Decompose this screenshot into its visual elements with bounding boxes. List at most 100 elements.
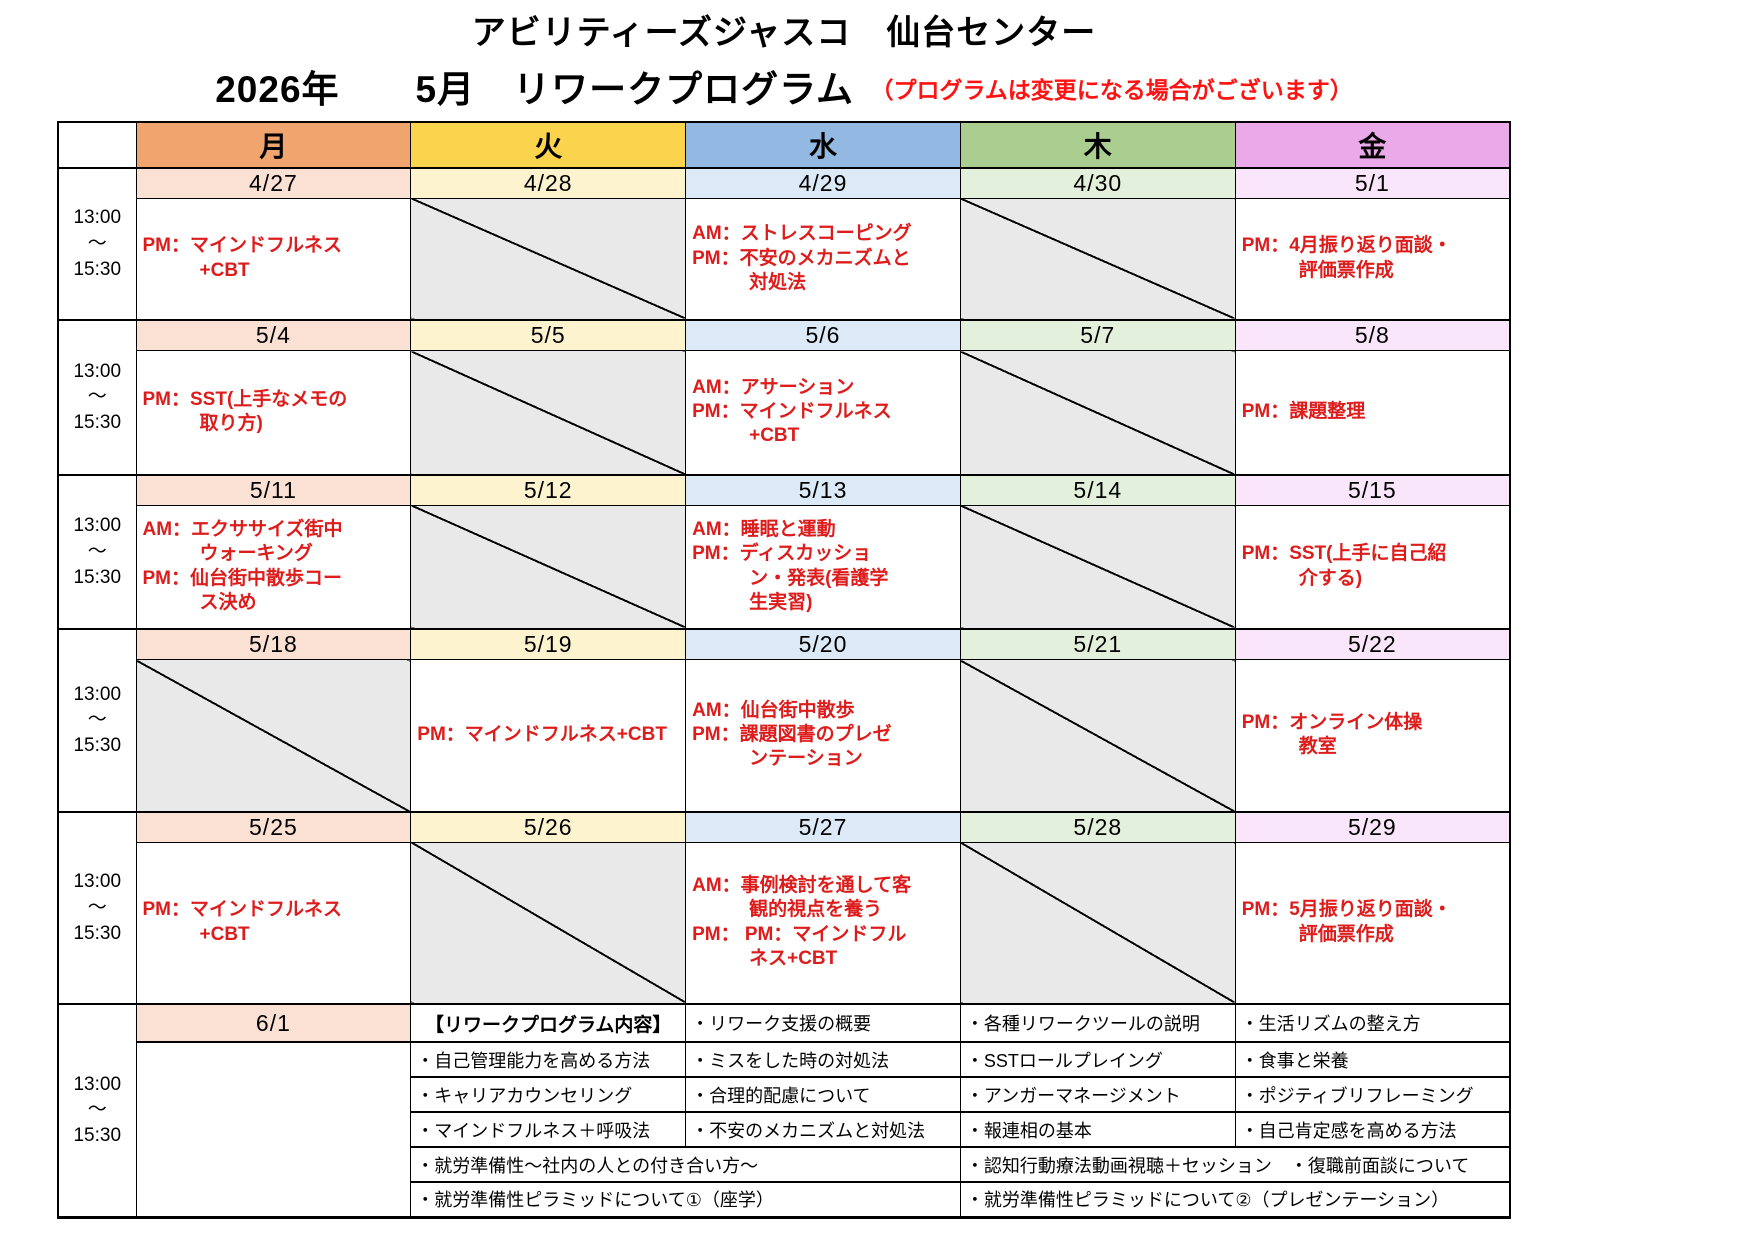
day-header-fri: 金 bbox=[1234, 121, 1511, 168]
table-row: AM：エクササイズ街中 ウォーキング PM：仙台街中散歩コー ス決め AM：睡眠… bbox=[58, 504, 1511, 630]
program-cell: PM：SST(上手に自己紹 介する) bbox=[1234, 504, 1511, 630]
table-row: ・就労準備性〜社内の人との付き合い方〜 ・認知行動療法動画視聴＋セッション ・復… bbox=[58, 1146, 1511, 1183]
list-item: ・食事と栄養 bbox=[1234, 1041, 1511, 1078]
time-cell: 13:00 ～ 15:30 bbox=[57, 628, 137, 812]
schedule-document: アビリティーズジャスコ 仙台センター 2026年 5月 リワークプログラム （プ… bbox=[57, 0, 1511, 1219]
table-row: 13:00 ～ 15:30 5/11 5/12 5/13 5/14 5/15 bbox=[57, 473, 1511, 630]
closed-cell-diagonal bbox=[135, 659, 412, 812]
date-cell: 5/27 bbox=[685, 810, 961, 843]
day-header-mon: 月 bbox=[135, 121, 412, 168]
closed-cell-diagonal bbox=[410, 197, 687, 321]
date-cell: 5/5 bbox=[410, 319, 687, 351]
date-cell: 5/12 bbox=[410, 473, 687, 506]
date-cell: 5/15 bbox=[1234, 473, 1511, 506]
date-cell: 5/25 bbox=[135, 810, 412, 843]
list-item: ・SSTロールプレイング bbox=[959, 1041, 1236, 1078]
list-item: ・就労準備性ピラミッドについて①（座学） bbox=[410, 1181, 961, 1218]
closed-cell-diagonal bbox=[959, 659, 1236, 812]
list-item: ・生活リズムの整え方 bbox=[1234, 1003, 1511, 1043]
program-cell: AM：事例検討を通して客 観的視点を養う PM： PM：マインドフル ネス+CB… bbox=[685, 841, 961, 1005]
date-cell: 5/20 bbox=[685, 628, 961, 660]
date-cell: 4/27 bbox=[135, 166, 412, 199]
subtitle-month: 2026年 5月 リワークプログラム bbox=[215, 68, 854, 110]
list-item: ・マインドフルネス＋呼吸法 bbox=[410, 1111, 687, 1148]
list-item: ・自己肯定感を高める方法 bbox=[1234, 1111, 1511, 1148]
program-cell: PM：マインドフルネス +CBT bbox=[135, 841, 412, 1005]
table-row: 13:00 ～ 15:30 6/1 【リワークプログラム内容】 ・リワーク支援の… bbox=[57, 1003, 1511, 1218]
closed-cell-diagonal bbox=[410, 350, 687, 475]
time-cell: 13:00 ～ 15:30 bbox=[57, 810, 137, 1005]
date-cell: 5/7 bbox=[959, 319, 1236, 351]
date-cell: 4/28 bbox=[410, 166, 687, 199]
list-item: ・自己管理能力を高める方法 bbox=[410, 1041, 687, 1078]
date-cell: 5/1 bbox=[1234, 166, 1511, 199]
date-cell: 5/4 bbox=[135, 319, 412, 351]
time-cell: 13:00 ～ 15:30 bbox=[57, 319, 137, 475]
time-cell: 13:00 ～ 15:30 bbox=[57, 166, 137, 321]
list-item: ・認知行動療法動画視聴＋セッション ・復職前面談について bbox=[959, 1146, 1511, 1183]
program-cell: AM：アサーション PM：マインドフルネス +CBT bbox=[685, 350, 961, 475]
page-title: アビリティーズジャスコ 仙台センター bbox=[471, 14, 1097, 52]
list-item: ・報連相の基本 bbox=[959, 1111, 1236, 1148]
table-row: 13:00 ～ 15:30 5/4 5/5 5/6 5/7 5/8 bbox=[57, 319, 1511, 475]
date-cell: 5/22 bbox=[1234, 628, 1511, 660]
closed-cell-diagonal bbox=[959, 197, 1236, 321]
date-cell: 4/29 bbox=[685, 166, 961, 199]
program-cell: AM：仙台街中散歩 PM：課題図書のプレゼ ンテーション bbox=[685, 659, 961, 812]
date-cell: 5/14 bbox=[959, 473, 1236, 506]
program-cell: AM：エクササイズ街中 ウォーキング PM：仙台街中散歩コー ス決め bbox=[135, 504, 412, 630]
table-row: PM：マインドフルネス +CBT AM：事例検討を通して客 観的視点を養う PM… bbox=[58, 841, 1511, 1005]
date-cell: 5/18 bbox=[135, 628, 412, 660]
program-cell: PM：4月振り返り面談・ 評価票作成 bbox=[1234, 197, 1511, 321]
list-item: ・アンガーマネージメント bbox=[959, 1076, 1236, 1113]
date-cell: 5/19 bbox=[410, 628, 687, 660]
list-item: ・就労準備性ピラミッドについて②（プレゼンテーション） bbox=[959, 1181, 1511, 1218]
program-cell: PM：オンライン体操 教室 bbox=[1234, 659, 1511, 812]
table-row: PM：マインドフルネス+CBT AM：仙台街中散歩 PM：課題図書のプレゼ ンテ… bbox=[58, 659, 1511, 812]
table-row: 13:00 ～ 15:30 4/27 4/28 4/29 4/30 5/1 bbox=[57, 166, 1511, 321]
table-row: ・就労準備性ピラミッドについて①（座学） ・就労準備性ピラミッドについて②（プレ… bbox=[58, 1181, 1511, 1218]
program-cell: PM：マインドフルネス+CBT bbox=[410, 659, 687, 812]
subtitle-note: （プログラムは変更になる場合がございます） bbox=[870, 76, 1353, 103]
table-row: 月 火 水 木 金 bbox=[57, 121, 1511, 168]
program-cell: PM：5月振り返り面談・ 評価票作成 bbox=[1234, 841, 1511, 1005]
list-item: ・合理的配慮について bbox=[685, 1076, 961, 1113]
list-item: ・不安のメカニズムと対処法 bbox=[685, 1111, 961, 1148]
list-item: ・各種リワークツールの説明 bbox=[959, 1003, 1236, 1043]
list-item: ・就労準備性〜社内の人との付き合い方〜 bbox=[410, 1146, 961, 1183]
empty-cell bbox=[135, 1041, 412, 1218]
time-cell: 13:00 ～ 15:30 bbox=[57, 473, 137, 630]
program-cell: AM：睡眠と運動 PM：ディスカッショ ン・発表(看護学 生実習) bbox=[685, 504, 961, 630]
date-cell: 5/21 bbox=[959, 628, 1236, 660]
table-row: 13:00 ～ 15:30 5/25 5/26 5/27 5/28 5/29 bbox=[57, 810, 1511, 1005]
closed-cell-diagonal bbox=[959, 504, 1236, 630]
day-header-thu: 木 bbox=[959, 121, 1236, 168]
table-row: PM：SST(上手なメモの 取り方) AM：アサーション PM：マインドフルネス… bbox=[58, 350, 1511, 475]
closed-cell-diagonal bbox=[959, 350, 1236, 475]
day-header-wed: 水 bbox=[685, 121, 961, 168]
closed-cell-diagonal bbox=[959, 841, 1236, 1005]
program-cell: PM：SST(上手なメモの 取り方) bbox=[135, 350, 412, 475]
closed-cell-diagonal bbox=[410, 504, 687, 630]
list-item: ・リワーク支援の概要 bbox=[685, 1003, 961, 1043]
date-cell: 5/28 bbox=[959, 810, 1236, 843]
list-item: ・ポジティブリフレーミング bbox=[1234, 1076, 1511, 1113]
date-cell: 4/30 bbox=[959, 166, 1236, 199]
program-contents-title: 【リワークプログラム内容】 bbox=[410, 1003, 687, 1043]
subtitle: 2026年 5月 リワークプログラム （プログラムは変更になる場合がございます） bbox=[57, 59, 1511, 113]
list-item: ・ミスをした時の対処法 bbox=[685, 1041, 961, 1078]
date-cell: 5/13 bbox=[685, 473, 961, 506]
table-row: ・キャリアカウンセリング ・合理的配慮について ・アンガーマネージメント ・ポジ… bbox=[58, 1076, 1511, 1113]
corner-cell bbox=[57, 121, 137, 168]
table-row: ・自己管理能力を高める方法 ・ミスをした時の対処法 ・SSTロールプレイング ・… bbox=[58, 1041, 1511, 1218]
date-cell: 5/6 bbox=[685, 319, 961, 351]
table-row: ・マインドフルネス＋呼吸法 ・不安のメカニズムと対処法 ・報連相の基本 ・自己肯… bbox=[58, 1111, 1511, 1148]
date-cell: 5/11 bbox=[135, 473, 412, 506]
date-cell: 6/1 bbox=[135, 1003, 412, 1043]
program-cell: AM：ストレスコーピング PM：不安のメカニズムと 対処法 bbox=[685, 197, 961, 321]
closed-cell-diagonal bbox=[410, 841, 687, 1005]
date-cell: 5/8 bbox=[1234, 319, 1511, 351]
time-cell: 13:00 ～ 15:30 bbox=[57, 1003, 137, 1218]
date-cell: 5/29 bbox=[1234, 810, 1511, 843]
